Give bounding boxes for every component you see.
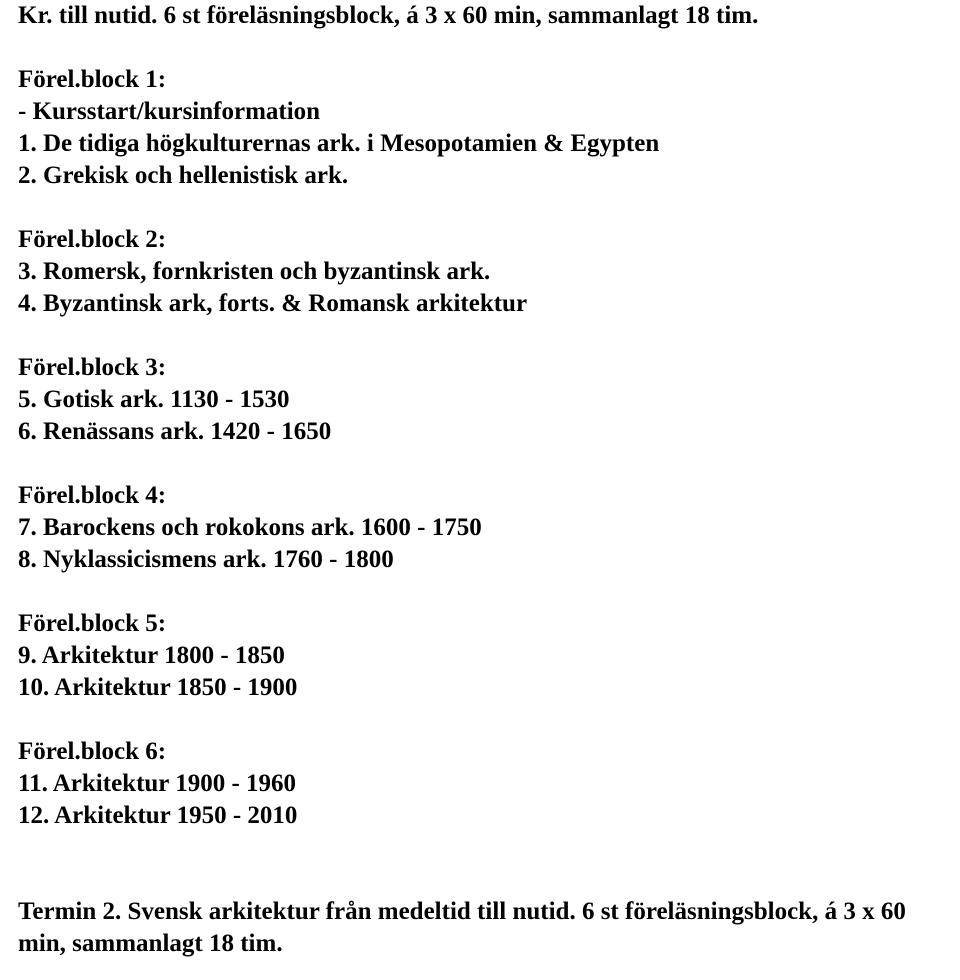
- block-item: 12. Arkitektur 1950 - 2010: [18, 800, 942, 832]
- block-item: 6. Renässans ark. 1420 - 1650: [18, 416, 942, 448]
- block-heading: Förel.block 4:: [18, 480, 942, 512]
- block-item: 2. Grekisk och hellenistisk ark.: [18, 160, 942, 192]
- block-heading: Förel.block 6:: [18, 736, 942, 768]
- lecture-block-3: Förel.block 3: 5. Gotisk ark. 1130 - 153…: [18, 352, 942, 448]
- block-item: 9. Arkitektur 1800 - 1850: [18, 640, 942, 672]
- block-heading: Förel.block 1:: [18, 64, 942, 96]
- block-item: 7. Barockens och rokokons ark. 1600 - 17…: [18, 512, 942, 544]
- lecture-block-1: Förel.block 1: - Kursstart/kursinformati…: [18, 64, 942, 192]
- block-item: 8. Nyklassicismens ark. 1760 - 1800: [18, 544, 942, 576]
- block-heading: Förel.block 2:: [18, 224, 942, 256]
- lecture-block-6: Förel.block 6: 11. Arkitektur 1900 - 196…: [18, 736, 942, 832]
- lecture-block-5: Förel.block 5: 9. Arkitektur 1800 - 1850…: [18, 608, 942, 704]
- intro-line: Kr. till nutid. 6 st föreläsningsblock, …: [18, 0, 942, 32]
- block-item: 11. Arkitektur 1900 - 1960: [18, 768, 942, 800]
- lecture-block-2: Förel.block 2: 3. Romersk, fornkristen o…: [18, 224, 942, 320]
- block-item: 4. Byzantinsk ark, forts. & Romansk arki…: [18, 288, 942, 320]
- block-item: 1. De tidiga högkulturernas ark. i Mesop…: [18, 128, 942, 160]
- lecture-block-4: Förel.block 4: 7. Barockens och rokokons…: [18, 480, 942, 576]
- block-heading: Förel.block 3:: [18, 352, 942, 384]
- block-item: 10. Arkitektur 1850 - 1900: [18, 672, 942, 704]
- block-item: - Kursstart/kursinformation: [18, 96, 942, 128]
- document-page: Kr. till nutid. 6 st föreläsningsblock, …: [0, 0, 960, 980]
- block-item: 3. Romersk, fornkristen och byzantinsk a…: [18, 256, 942, 288]
- block-item: 5. Gotisk ark. 1130 - 1530: [18, 384, 942, 416]
- termin-2-heading: Termin 2. Svensk arkitektur från medelti…: [18, 896, 942, 960]
- block-heading: Förel.block 5:: [18, 608, 942, 640]
